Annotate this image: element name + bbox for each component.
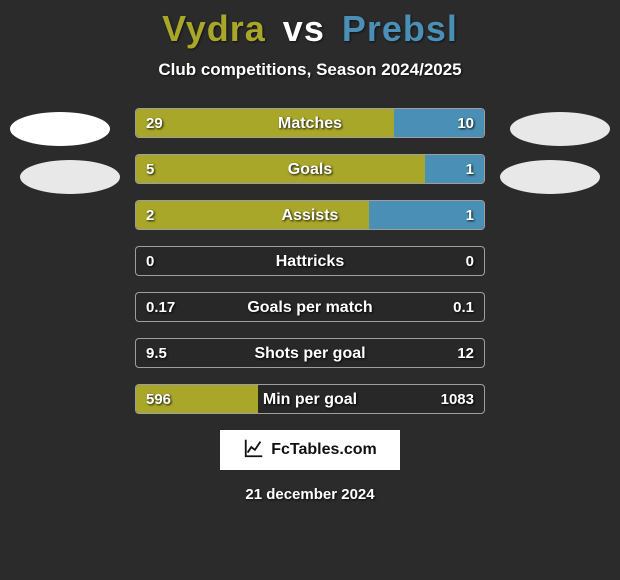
- title-player2: Prebsl: [342, 8, 458, 49]
- stat-label: Goals per match: [136, 293, 484, 322]
- crest-top-right: [510, 112, 610, 146]
- stat-value-right: 12: [457, 339, 474, 368]
- bar-fill-left: [136, 155, 425, 183]
- crest-bottom-left: [20, 160, 120, 194]
- chart-icon: [243, 437, 265, 464]
- stat-row: Min per goal5961083: [135, 384, 485, 414]
- content-area: Matches2910 Goals51 Assists21 Hattricks0 0 Go…: [0, 108, 620, 503]
- bar-fill-right: [394, 109, 484, 137]
- bar-fill-left: [136, 109, 394, 137]
- stat-value-left: 0.17: [146, 293, 175, 322]
- title-player1: Vydra: [162, 8, 266, 49]
- stat-row: Hattricks0 0: [135, 246, 485, 276]
- stat-label: Shots per goal: [136, 339, 484, 368]
- page-title: Vydra vs Prebsl: [0, 0, 620, 50]
- stat-label: Hattricks: [136, 247, 484, 276]
- crest-top-left: [10, 112, 110, 146]
- title-vs: vs: [283, 8, 325, 49]
- bar-fill-right: [369, 201, 484, 229]
- footer-date: 21 december 2024: [0, 486, 620, 503]
- site-logo: FcTables.com: [220, 430, 400, 470]
- subtitle: Club competitions, Season 2024/2025: [0, 60, 620, 80]
- bar-fill-left: [136, 201, 369, 229]
- bar-fill-right: [425, 155, 484, 183]
- stat-value-right: 0: [466, 247, 474, 276]
- crest-bottom-right: [500, 160, 600, 194]
- stat-row: Matches2910: [135, 108, 485, 138]
- stat-value-left: 0: [146, 247, 154, 276]
- stat-bars: Matches2910 Goals51 Assists21 Hattricks0 0 Go…: [135, 108, 485, 414]
- stat-value-right: 1083: [441, 385, 474, 414]
- bar-fill-left: [136, 385, 258, 413]
- stat-row: Shots per goal9.5 12: [135, 338, 485, 368]
- site-name: FcTables.com: [271, 441, 377, 459]
- stat-row: Assists21: [135, 200, 485, 230]
- stat-row: Goals51: [135, 154, 485, 184]
- stat-row: Goals per match0.17 0.1: [135, 292, 485, 322]
- stat-value-left: 9.5: [146, 339, 167, 368]
- stat-value-right: 0.1: [453, 293, 474, 322]
